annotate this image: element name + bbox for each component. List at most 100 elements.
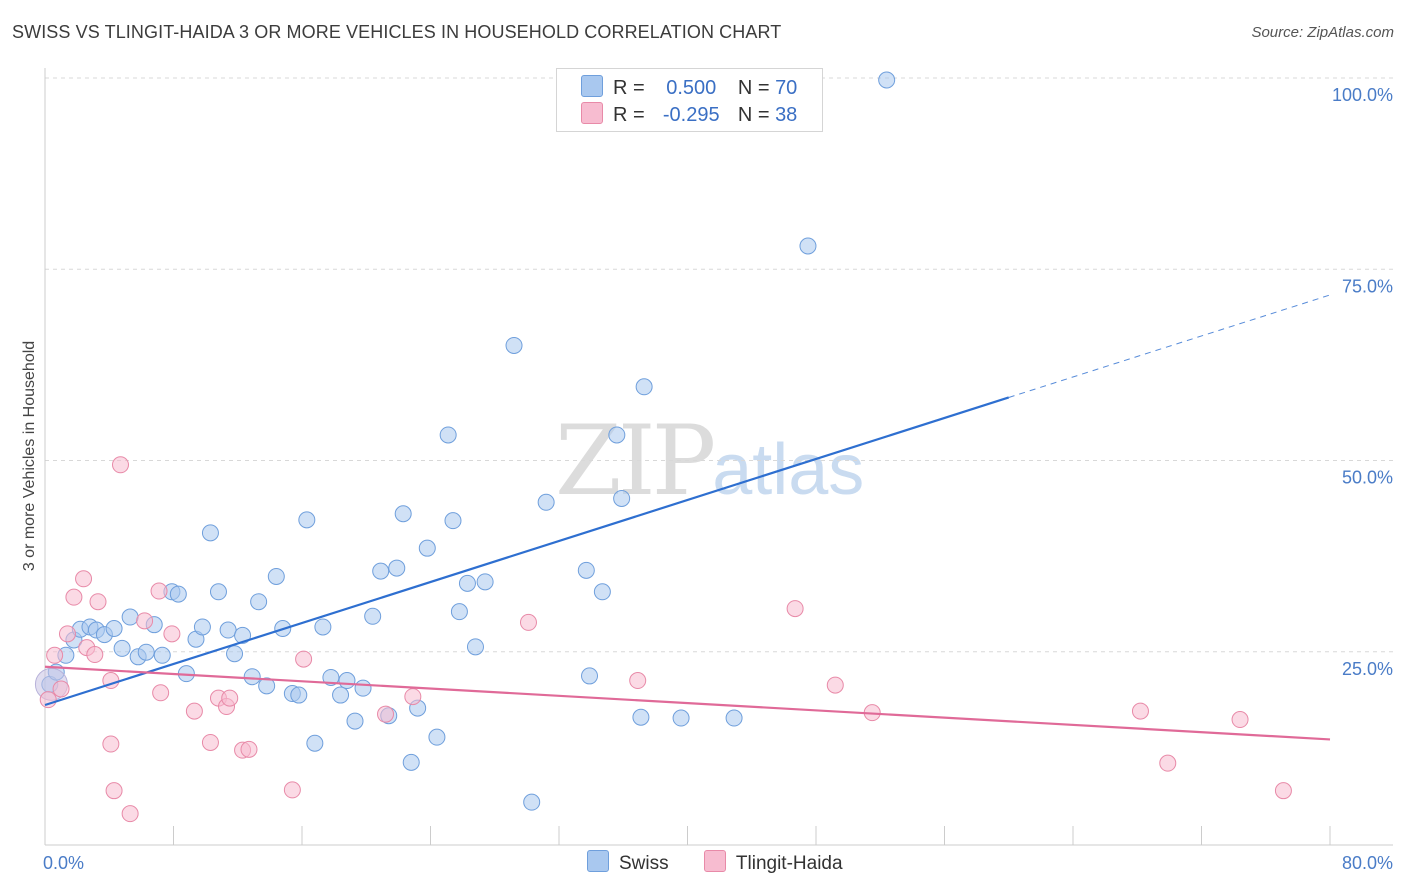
swiss-point bbox=[402, 753, 420, 771]
x-tick-label: 0.0% bbox=[43, 853, 84, 873]
tlingit-haida-point bbox=[826, 676, 844, 694]
tlingit-haida-point bbox=[46, 646, 64, 664]
tlingit-haida-point bbox=[86, 646, 104, 664]
swiss-point bbox=[201, 524, 219, 542]
tlingit-haida-point bbox=[185, 702, 203, 720]
swiss-point bbox=[354, 679, 372, 697]
y-axis-label: 3 or more Vehicles in Household bbox=[21, 341, 38, 571]
tlingit-haida-point bbox=[283, 781, 301, 799]
swiss-point bbox=[593, 583, 611, 601]
axes bbox=[44, 68, 1393, 846]
swiss-point bbox=[153, 646, 171, 664]
tlingit-haida-point bbox=[102, 735, 120, 753]
swiss-point bbox=[306, 734, 324, 752]
legend-item-swiss[interactable]: Swiss bbox=[587, 850, 669, 875]
swiss-point bbox=[243, 668, 261, 686]
swiss-point bbox=[523, 793, 541, 811]
swiss-points bbox=[34, 71, 896, 811]
legend-item-tlingit-haida[interactable]: Tlingit-Haida bbox=[703, 850, 843, 875]
swiss-point bbox=[505, 336, 523, 354]
swiss-point bbox=[450, 603, 468, 621]
legend-r-label: R = bbox=[613, 104, 645, 126]
tlingit-haida-point bbox=[65, 588, 83, 606]
swiss-point bbox=[418, 539, 436, 557]
swiss-point bbox=[105, 620, 123, 638]
legend-r-label: R = bbox=[613, 77, 645, 99]
tlingit-haida-point bbox=[240, 740, 258, 758]
tlingit-haida-point bbox=[136, 612, 154, 630]
y-tick-label: 100.0% bbox=[1332, 85, 1393, 105]
swiss-point bbox=[209, 583, 227, 601]
swiss-point bbox=[298, 511, 316, 529]
tlingit-haida-point bbox=[75, 570, 93, 588]
grid-lines bbox=[45, 77, 1395, 653]
legend-n-value: 38 bbox=[775, 104, 798, 126]
legend-n-label: N = bbox=[737, 104, 770, 126]
tlingit-haida-point bbox=[152, 684, 170, 702]
legend-r-value: 0.500 bbox=[666, 77, 717, 99]
y-tick-label: 25.0% bbox=[1342, 659, 1393, 679]
tlingit-haida-swatch bbox=[703, 850, 726, 872]
tlingit-haida-point bbox=[519, 613, 537, 631]
swiss-point bbox=[439, 426, 457, 444]
legend-n-value: 70 bbox=[775, 77, 798, 99]
swiss-point bbox=[338, 672, 356, 690]
swiss-point bbox=[613, 489, 631, 507]
swiss-point bbox=[250, 593, 268, 611]
swiss-point bbox=[608, 426, 626, 444]
y-tick-label: 75.0% bbox=[1342, 276, 1393, 296]
y-tick-label: 50.0% bbox=[1342, 468, 1393, 488]
tlingit-haida-point bbox=[786, 600, 804, 618]
tlingit-haida-trend-line bbox=[44, 665, 1331, 741]
swiss-swatch bbox=[587, 850, 609, 872]
swiss-point bbox=[219, 621, 237, 639]
swiss-point bbox=[290, 686, 308, 704]
swiss-point bbox=[226, 645, 244, 663]
axis-labels: 25.0% 50.0% 75.0% 100.0% 0.0% 80.0% 3 or more … bbox=[21, 85, 1393, 873]
tlingit-haida-point bbox=[295, 650, 313, 668]
source-label[interactable]: Source: ZipAtlas.com bbox=[1251, 24, 1394, 41]
swiss-point bbox=[169, 585, 187, 603]
swiss-point bbox=[577, 561, 595, 579]
swiss-point bbox=[234, 626, 252, 644]
tlingit-haida-point bbox=[111, 456, 129, 474]
swiss-trend-extension bbox=[1008, 294, 1331, 398]
chart-title: SWISS VS TLINGIT-HAIDA 3 OR MORE VEHICLE… bbox=[12, 22, 782, 42]
swiss-point bbox=[725, 709, 743, 727]
tlingit-haida-point bbox=[121, 805, 139, 823]
tlingit-haida-point bbox=[39, 691, 57, 709]
swiss-point bbox=[113, 639, 131, 657]
swiss-point bbox=[428, 728, 446, 746]
swiss-point bbox=[466, 638, 484, 656]
swiss-point bbox=[632, 708, 650, 726]
tlingit-haida-point bbox=[1159, 754, 1177, 772]
swiss-point bbox=[476, 573, 494, 591]
swiss-point bbox=[372, 562, 390, 580]
swiss-point bbox=[799, 237, 817, 255]
series-legend: Swiss Tlingit-Haida bbox=[587, 850, 873, 875]
tlingit-haida-point bbox=[1274, 782, 1292, 800]
swiss-point bbox=[322, 668, 340, 686]
swiss-point bbox=[537, 493, 555, 511]
swiss-point bbox=[364, 607, 382, 625]
legend-label-swiss: Swiss bbox=[619, 853, 669, 874]
swiss-trend-line bbox=[44, 396, 1010, 707]
swiss-point bbox=[444, 512, 462, 530]
tlingit-haida-point bbox=[89, 593, 107, 611]
legend-row-swiss: R = 0.500 N = 70 bbox=[581, 75, 797, 99]
watermark-atlas: atlas bbox=[712, 430, 865, 510]
trend-lines bbox=[44, 294, 1331, 741]
tlingit-haida-point bbox=[58, 625, 76, 643]
swiss-point bbox=[394, 505, 412, 523]
tlingit-haida-point bbox=[377, 705, 395, 723]
swiss-point bbox=[137, 643, 155, 661]
tlingit-haida-swatch bbox=[581, 102, 603, 124]
correlation-legend: R = 0.500 N = 70 R = -0.295 N = 38 bbox=[556, 68, 823, 132]
tlingit-haida-point bbox=[629, 672, 647, 690]
swiss-point bbox=[635, 378, 653, 396]
swiss-point bbox=[258, 677, 276, 695]
swiss-swatch bbox=[581, 75, 603, 97]
swiss-point bbox=[581, 667, 599, 685]
swiss-point bbox=[346, 712, 364, 730]
